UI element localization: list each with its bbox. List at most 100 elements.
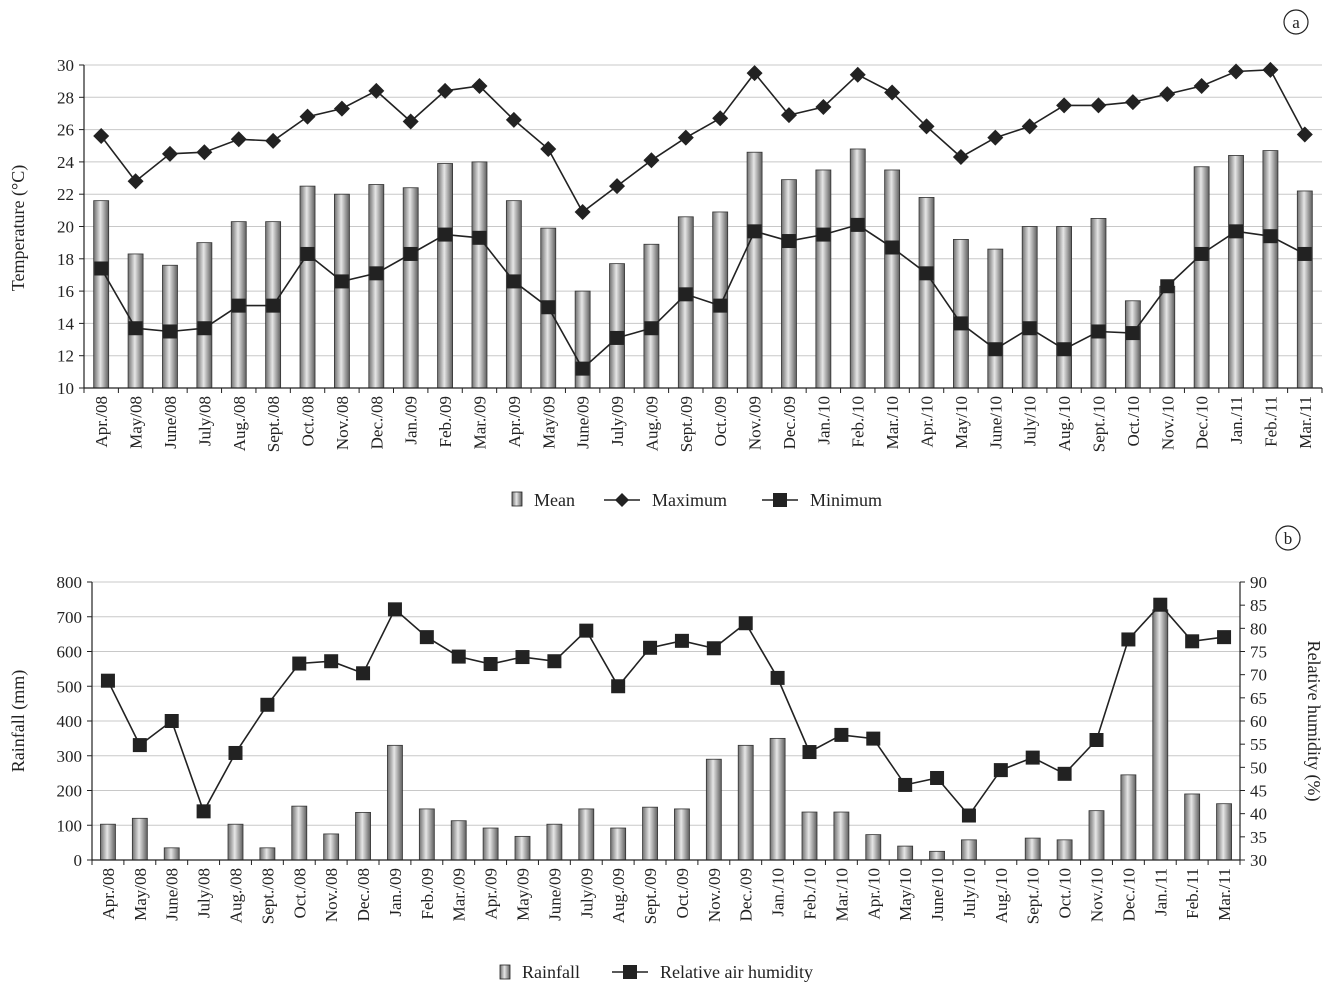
y-tick-label: 30: [57, 56, 74, 75]
rainfall-bar: [227, 823, 244, 861]
mean-bar: [299, 185, 316, 389]
minimum-point: [1125, 326, 1140, 341]
y-tick-label: 14: [57, 314, 75, 333]
maximum-point: [93, 128, 110, 145]
relative-air-humidity-point: [292, 656, 307, 671]
mean-bar: [677, 216, 694, 389]
rainfall-bars: [100, 609, 1232, 861]
rainfall-bar: [259, 847, 276, 861]
mean-bar: [437, 163, 453, 389]
x-tick-label: Mar./11: [1296, 396, 1315, 449]
minimum-point: [369, 266, 384, 281]
x-tick-label: Aug./09: [642, 396, 661, 451]
minimum-point: [438, 227, 453, 242]
rainfall-bar: [737, 744, 754, 861]
rainfall-bar: [705, 758, 722, 861]
mean-bar: [1228, 155, 1244, 389]
maximum-point: [505, 111, 522, 128]
legend-mean-swatch: [511, 491, 523, 507]
maximum-point: [127, 173, 144, 190]
x-tick-label: Oct./10: [1056, 868, 1075, 919]
y2-tick-label: 70: [1250, 666, 1267, 685]
minimum-point: [541, 300, 556, 315]
relative-air-humidity-point: [324, 654, 339, 669]
mean-bar: [953, 239, 969, 389]
x-tick-label: Mar./09: [450, 868, 469, 921]
relative-air-humidity-point: [738, 616, 753, 631]
mean-bar: [402, 187, 419, 389]
maximum-point: [1193, 77, 1210, 94]
x-tick-label: Nov./10: [1158, 396, 1177, 450]
x-tick-label: May/10: [952, 396, 971, 449]
minimum-point: [1229, 224, 1244, 239]
x-tick-label: Feb./09: [436, 396, 455, 447]
x-tick-label: June/08: [163, 868, 182, 921]
rainfall-bar: [674, 808, 690, 861]
x-tick-label: May/10: [896, 868, 915, 921]
relative-air-humidity-point: [1121, 632, 1136, 647]
rainfall-gridlines: [92, 581, 1240, 826]
x-tick-label: Feb./09: [418, 868, 437, 919]
y2-tick-label: 85: [1250, 596, 1267, 615]
relative-air-humidity-point: [451, 649, 466, 664]
humidity-y-axis-label: Relative humidity (%): [1303, 641, 1324, 802]
minimum-point: [919, 266, 934, 281]
humidity-line: [100, 597, 1232, 823]
y2-tick-label: 50: [1250, 758, 1267, 777]
relative-air-humidity-point: [1153, 597, 1168, 612]
maximum-point: [230, 131, 247, 148]
x-tick-label: June/10: [986, 396, 1005, 449]
mean-bar: [1262, 150, 1279, 389]
minimum-point: [1091, 324, 1106, 339]
mean-bar: [471, 161, 488, 389]
y2-tick-label: 65: [1250, 689, 1267, 708]
minimum-point: [953, 316, 968, 331]
relative-air-humidity-point: [1089, 732, 1104, 747]
minimum-point: [472, 230, 487, 245]
relative-air-humidity-point: [579, 623, 594, 638]
rainfall-bar: [131, 817, 148, 861]
x-tick-label: Dec./08: [367, 396, 386, 449]
x-tick-label: Nov./10: [1088, 868, 1107, 922]
x-tick-label: Dec./08: [354, 868, 373, 921]
x-tick-label: Oct./09: [673, 868, 692, 919]
x-tick-label: Nov./09: [746, 396, 765, 450]
relative-air-humidity-point: [1025, 750, 1040, 765]
mean-bar: [368, 184, 385, 389]
x-tick-label: Aug./09: [609, 868, 628, 923]
y2-tick-label: 55: [1250, 735, 1267, 754]
x-tick-label: Dec./10: [1119, 868, 1138, 921]
x-tick-label: July/09: [608, 396, 627, 446]
minimum-point: [1057, 342, 1072, 357]
relative-air-humidity-point: [674, 633, 689, 648]
mean-bar: [815, 169, 832, 389]
x-tick-label: Aug./08: [230, 396, 249, 451]
x-tick-label: Aug./10: [992, 868, 1011, 923]
maximum-point: [1159, 86, 1176, 103]
x-tick-label: July/09: [577, 868, 596, 918]
relative-air-humidity-point: [356, 666, 371, 681]
x-tick-label: Dec./10: [1193, 396, 1212, 449]
mean-bar: [918, 197, 935, 389]
minimum-point: [128, 321, 143, 336]
maximum-point: [918, 118, 935, 135]
temperature-chart: 10 12 14 16 18 20 22 24 26 28 30 Apr./08 May/08 June/…: [8, 9, 1323, 510]
x-tick-label: Sept./09: [677, 396, 696, 452]
y-tick-label: 18: [57, 250, 74, 269]
relative-air-humidity-point: [961, 808, 976, 823]
x-tick-label: Apr./10: [918, 396, 937, 447]
y-tick-label: 0: [74, 851, 83, 870]
mean-bar: [1056, 226, 1072, 389]
rainfall-bar: [1056, 839, 1073, 861]
rainfall-bar: [163, 847, 180, 861]
minimum-point: [197, 321, 212, 336]
mean-bar: [196, 242, 213, 389]
legend-maximum-label: Maximum: [652, 490, 727, 510]
y-tick-label: 400: [57, 712, 83, 731]
legend-humidity-label: Relative air humidity: [660, 962, 813, 982]
maximum-point: [884, 84, 901, 101]
legend-minimum-marker: [773, 493, 787, 507]
rainfall-bar: [1120, 774, 1137, 861]
minimum-point: [300, 246, 315, 261]
minimum-point: [231, 298, 246, 313]
